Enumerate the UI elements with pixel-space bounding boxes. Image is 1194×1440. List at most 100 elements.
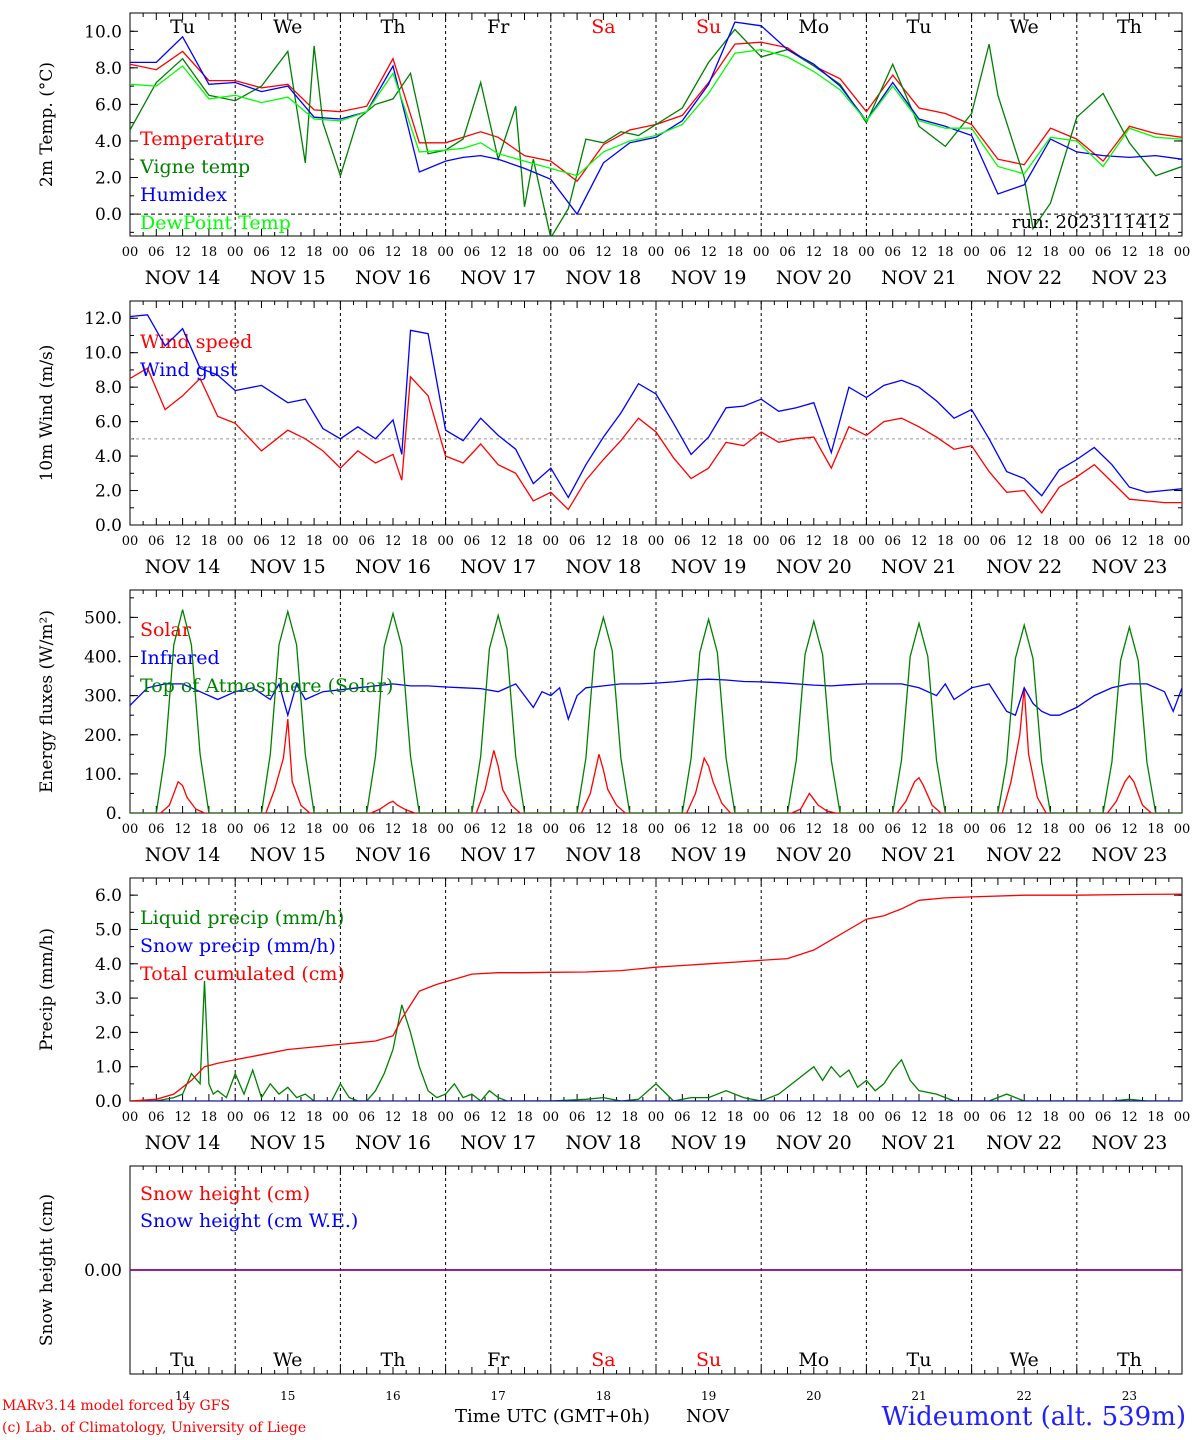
hour-label: 00: [648, 1110, 665, 1125]
hour-label: 18: [516, 534, 533, 549]
hour-label: 00: [543, 822, 560, 837]
hour-label: 06: [569, 245, 586, 260]
y-tick-label: 0.0: [95, 1092, 122, 1112]
hour-label: 12: [280, 534, 297, 549]
y-tick-label: 10.0: [84, 22, 122, 42]
hour-label: 06: [358, 534, 375, 549]
day-number-label: 16: [385, 1389, 400, 1403]
hour-label: 00: [122, 245, 139, 260]
hour-label: 18: [621, 822, 638, 837]
y-tick-label: 6.0: [95, 95, 122, 115]
hour-label: 06: [1095, 534, 1112, 549]
hour-label: 06: [148, 822, 165, 837]
hour-label: 00: [332, 822, 349, 837]
hour-label: 00: [122, 1110, 139, 1125]
hour-label: 00: [543, 534, 560, 549]
y-tick-label: 1.0: [95, 1058, 122, 1078]
hour-label: 06: [1095, 245, 1112, 260]
hour-label: 06: [779, 245, 796, 260]
hour-label: 00: [122, 534, 139, 549]
hour-label: 06: [1095, 822, 1112, 837]
hour-label: 12: [1121, 245, 1138, 260]
date-label: NOV 20: [776, 1132, 852, 1154]
date-label: NOV 23: [1091, 1132, 1167, 1154]
hour-label: 06: [990, 534, 1007, 549]
hour-label: 00: [227, 245, 244, 260]
hour-label: 00: [227, 822, 244, 837]
y-axis-label: Energy fluxes (W/m²): [37, 610, 57, 793]
legend-entry: DewPoint Temp: [140, 212, 291, 234]
legend-entry: Total cumulated (cm): [140, 963, 345, 985]
hour-label: 06: [569, 822, 586, 837]
hour-label: 12: [595, 534, 612, 549]
y-tick-label: 300.: [84, 687, 122, 707]
hour-label: 18: [727, 534, 744, 549]
date-label: NOV 23: [1091, 556, 1167, 578]
hour-label: 12: [1016, 534, 1033, 549]
date-label: NOV 17: [460, 556, 536, 578]
hour-label: 18: [621, 534, 638, 549]
series-line-infrared: [130, 678, 1182, 722]
hour-label: 12: [911, 245, 928, 260]
weekday-label: Mo: [798, 16, 829, 38]
legend-entry: Infrared: [140, 647, 220, 669]
panel-3: 0. 100. 200. 300. 400. 500. Energy fluxes (W/m…: [37, 589, 1190, 866]
hour-label: 06: [884, 822, 901, 837]
hour-label: 18: [306, 1110, 323, 1125]
hour-label: 06: [358, 1110, 375, 1125]
y-tick-label: 0.0: [95, 516, 122, 536]
hour-label: 12: [595, 822, 612, 837]
y-tick-label: 4.0: [95, 955, 122, 975]
hour-label: 06: [569, 534, 586, 549]
hour-label: 18: [516, 1110, 533, 1125]
legend-entry: Temperature: [140, 128, 264, 150]
y-tick-label: 6.0: [95, 886, 122, 906]
hour-label: 18: [727, 822, 744, 837]
hour-label: 06: [884, 245, 901, 260]
hour-label: 12: [490, 245, 507, 260]
hour-label: 12: [911, 1110, 928, 1125]
y-tick-label: 4.0: [95, 447, 122, 467]
hour-label: 00: [122, 822, 139, 837]
hour-label: 06: [779, 1110, 796, 1125]
y-tick-label: 400.: [84, 648, 122, 668]
y-axis-label: Snow height (cm): [37, 1194, 57, 1346]
date-label: NOV 19: [671, 556, 747, 578]
series-line-solar: [130, 687, 1182, 813]
panel-2: 0.0 2.0 4.0 6.0 8.0 10.0 12.0 10m Wind (m/s) Win…: [37, 300, 1190, 578]
y-tick-label: 200.: [84, 726, 122, 746]
hour-label: 00: [753, 534, 770, 549]
day-number-label: 14: [175, 1389, 191, 1403]
hour-label: 00: [437, 534, 454, 549]
run-annotation: run: 2023111412: [1012, 212, 1170, 233]
hour-label: 18: [201, 1110, 218, 1125]
day-number-label: 15: [280, 1389, 295, 1403]
hour-label: 06: [990, 822, 1007, 837]
legend-entry: Top of Atmosphere (Solar): [140, 675, 393, 697]
hour-label: 12: [595, 245, 612, 260]
date-label: NOV 17: [460, 844, 536, 866]
weekday-label: Tu: [170, 1349, 195, 1371]
hour-label: 00: [858, 822, 875, 837]
y-tick-label: 6.0: [95, 413, 122, 433]
hour-label: 00: [753, 245, 770, 260]
hour-label: 00: [332, 1110, 349, 1125]
lab-credit: (c) Lab. of Climatology, University of L…: [2, 1420, 307, 1436]
panel-1: 0.0 2.0 4.0 6.0 8.0 10.0 2m Temp. (°C) Temperat…: [37, 12, 1190, 289]
hour-label: 06: [990, 245, 1007, 260]
y-tick-label: 0.0: [95, 205, 122, 225]
weekday-label: Th: [1117, 1349, 1142, 1371]
hour-label: 00: [332, 534, 349, 549]
hour-label: 18: [201, 534, 218, 549]
date-label: NOV 21: [881, 267, 957, 289]
hour-label: 12: [490, 534, 507, 549]
hour-label: 18: [832, 1110, 849, 1125]
weekday-label: We: [273, 1349, 302, 1371]
hour-label: 18: [832, 534, 849, 549]
hour-label: 18: [1147, 534, 1164, 549]
hour-label: 12: [806, 822, 823, 837]
hour-label: 18: [937, 245, 954, 260]
legend-entry: Humidex: [140, 184, 227, 206]
date-label: NOV 22: [986, 556, 1062, 578]
